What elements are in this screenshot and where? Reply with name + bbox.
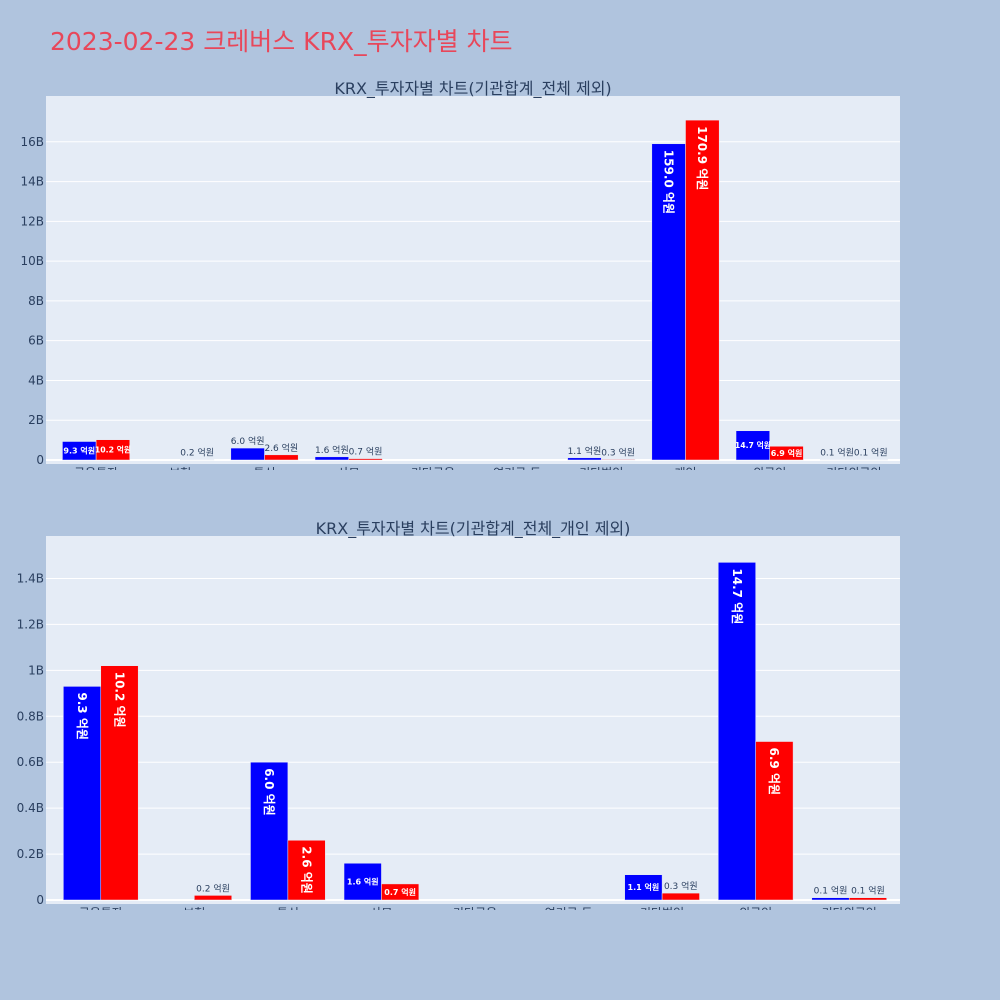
top-bar [314,456,349,461]
top-x-tick-label: 외국인 [753,466,786,470]
bottom-x-tick-label: 기타금융 [453,906,497,910]
top-bar [348,458,383,461]
top-y-tick-label: 0 [36,453,44,467]
top-chart-title: KRX_투자자별 차트(기관합계_전체 제외) [334,79,611,99]
top-data-label: 0.3 억원 [601,446,635,458]
bottom-x-tick-label: 보험 [183,906,205,910]
bottom-data-label: 10.2 억원 [112,672,126,728]
bottom-data-label: 1.1 억원 [628,882,660,892]
bottom-data-label: 2.6 억원 [299,846,313,894]
bottom-bar [63,686,102,901]
top-data-label: 0.7 억원 [349,446,383,458]
top-x-tick-label: 기타외국인 [826,466,881,470]
top-plot-area [46,96,900,464]
bottom-y-tick-label: 0.4B [17,801,44,815]
bottom-bar [194,895,233,901]
bottom-data-label: 0.3 억원 [664,880,698,892]
top-bar [601,459,636,461]
top-data-label: 1.1 억원 [568,445,602,457]
top-data-label: 170.9 억원 [695,126,709,190]
bottom-data-label: 6.0 억원 [262,768,276,816]
top-data-label: 0.1 억원 [854,447,888,459]
top-data-label: 9.3 억원 [63,446,95,456]
top-x-tick-label: 연기금 등 [493,466,541,470]
top-y-tick-label: 10B [20,254,44,268]
bottom-data-label: 6.9 억원 [767,748,781,796]
top-y-tick-label: 16B [20,135,44,149]
bottom-y-tick-label: 0 [36,893,44,907]
top-bar [180,459,215,461]
top-bar [769,446,804,461]
top-bar [651,143,686,461]
top-x-tick-label: 보험 [169,466,191,470]
bottom-y-tick-label: 0.6B [17,755,44,769]
top-x-tick-label: 기타금융 [411,466,455,470]
bottom-x-tick-label: 외국인 [739,906,772,910]
top-y-tick-label: 14B [20,175,44,189]
top-bar [735,430,770,461]
bottom-data-label: 0.7 억원 [384,887,416,897]
bottom-data-label: 9.3 억원 [75,692,89,740]
bottom-x-tick-label: 투신 [277,906,299,910]
top-data-label: 2.6 억원 [264,442,298,454]
top-bar [264,454,299,461]
bottom-y-tick-label: 0.2B [17,847,44,861]
top-bar [567,457,602,461]
top-data-label: 14.7 억원 [735,440,771,450]
bottom-data-label: 1.6 억원 [347,876,379,886]
bottom-bar [343,863,382,901]
page-title: 2023-02-23 크레버스 KRX_투자자별 차트 [50,27,513,56]
bottom-data-label: 0.1 억원 [814,885,848,897]
top-x-tick-label: 금융투자 [74,466,118,470]
top-data-label: 10.2 억원 [95,445,131,455]
top-data-label: 6.0 억원 [231,435,265,447]
top-x-tick-label: 사모 [338,466,360,470]
top-bar [819,459,855,461]
bottom-x-tick-label: 금융투자 [79,906,123,910]
top-y-tick-label: 6B [28,334,44,348]
top-y-tick-label: 4B [28,373,44,387]
bottom-bar [100,665,139,901]
bottom-bar [717,562,756,901]
bottom-y-tick-label: 1.2B [17,617,44,631]
bottom-bar [811,897,850,901]
top-data-label: 6.9 억원 [771,448,803,458]
bottom-bar [624,874,663,901]
top-data-label: 0.1 억원 [820,447,854,459]
bottom-y-tick-label: 0.8B [17,709,44,723]
bottom-y-tick-label: 1.4B [17,571,44,585]
top-data-label: 0.2 억원 [180,447,214,459]
bottom-x-tick-label: 연기금 등 [545,906,593,910]
bottom-chart-title: KRX_투자자별 차트(기관합계_전체_개인 제외) [316,519,631,539]
bottom-y-tick-label: 1B [28,663,44,677]
bottom-bar [381,883,420,901]
chart-bottom: KRX_투자자별 차트(기관합계_전체_개인 제외) 0 0.2B 0.4B 0.6B 0… [17,519,900,910]
bottom-x-tick-label: 기타외국인 [822,906,877,910]
top-x-tick-label: 기타법인 [579,466,623,470]
bottom-bar [755,741,794,901]
chart-top: KRX_투자자별 차트(기관합계_전체 제외) 0 2B 4B 6B 8B 10B 12B 14… [20,79,900,470]
bottom-data-label: 14.7 억원 [730,568,744,624]
top-y-tick-label: 8B [28,294,44,308]
top-data-label: 1.6 억원 [315,444,349,456]
top-data-label: 159.0 억원 [661,150,675,214]
bottom-bar [287,840,326,901]
bottom-bar [661,892,700,901]
top-y-tick-label: 2B [28,413,44,427]
top-bar [685,119,720,461]
bottom-data-label: 0.2 억원 [196,882,230,894]
bottom-bar [250,761,289,901]
top-x-tick-label: 개인 [674,466,696,470]
top-bar [95,439,131,461]
bottom-data-label: 0.1 억원 [851,885,885,897]
bottom-x-tick-label: 사모 [370,906,392,910]
top-bar [230,447,265,461]
bottom-bar [848,897,887,901]
top-y-tick-label: 12B [20,214,44,228]
bottom-x-tick-label: 기타법인 [640,906,684,910]
top-x-tick-label: 투신 [253,466,275,470]
top-bar [853,459,888,461]
